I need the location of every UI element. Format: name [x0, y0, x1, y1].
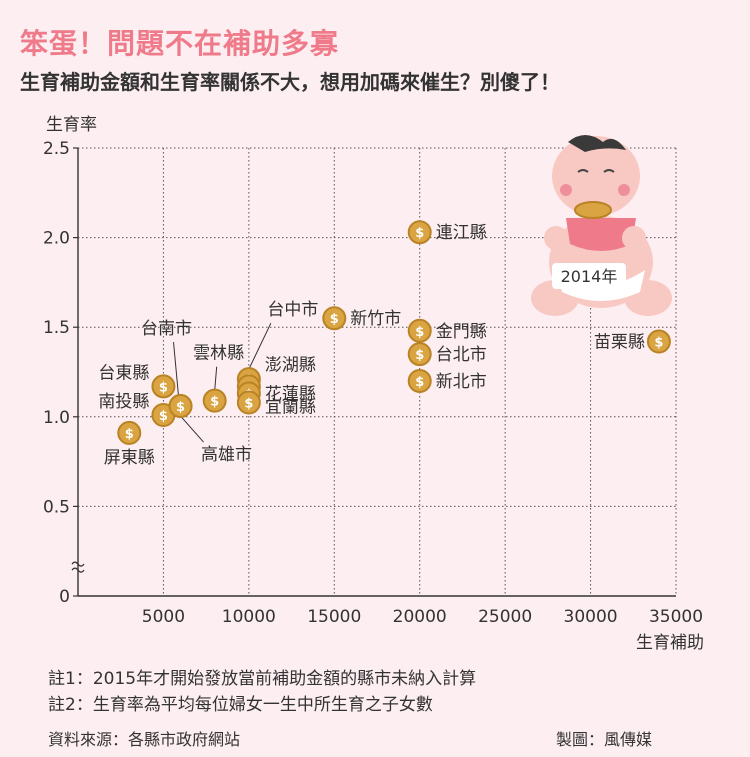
leader-line	[180, 415, 204, 443]
point-label: 新北市	[436, 372, 487, 392]
coin-symbol: $	[415, 348, 424, 363]
data-source: 資料來源：各縣市政府網站	[48, 730, 241, 749]
baby-cheek-right	[618, 184, 630, 196]
chart-credit: 製圖：風傳媒	[556, 730, 653, 749]
point-label: 南投縣	[98, 392, 149, 412]
coin-symbol: $	[159, 380, 168, 395]
baby-hair	[568, 135, 626, 152]
data-points: $$$$$$$$$$$$$$$$	[117, 220, 671, 445]
coin-symbol: $	[210, 395, 219, 410]
point-label: 澎湖縣	[265, 355, 316, 375]
leader-line	[214, 366, 218, 391]
coin-symbol: $	[415, 375, 424, 390]
coin-symbol: $	[176, 400, 185, 415]
coin-symbol: $	[125, 427, 134, 442]
coin-symbol: $	[244, 396, 253, 411]
coin-icon	[168, 394, 193, 419]
coin-icon	[574, 201, 612, 219]
coin-icon	[236, 390, 261, 415]
baby-eye-left	[577, 169, 589, 173]
baby-hand-right	[622, 226, 646, 250]
point-label: 連江縣	[436, 223, 487, 243]
point-label: 台北市	[436, 345, 487, 365]
chart-subtitle: 生育補助金額和生育率關係不大，想用加碼來催生？別傻了！	[20, 70, 560, 94]
baby-eye-right	[603, 169, 615, 173]
point-label: 宜蘭縣	[265, 397, 316, 417]
tick-labels: 0 0.5 1.0 1.5 2.0 2.5 5000 10000 15000 20000 25000…	[43, 139, 703, 627]
x-tick-label: 20000	[393, 607, 447, 627]
year-label: 2014年	[561, 267, 618, 286]
coin-symbol: $	[415, 226, 424, 241]
baby-bib	[566, 218, 636, 251]
x-tick-label: 15000	[307, 607, 361, 627]
y-tick-label: 2.5	[43, 139, 70, 159]
leader-line	[248, 322, 272, 370]
baby-hand-left	[544, 226, 568, 250]
x-tick-label: 5000	[142, 607, 185, 627]
chart-title: 笨蛋！問題不在補助多寡	[20, 27, 340, 60]
x-tick-label: 10000	[222, 607, 276, 627]
coin-symbol: $	[330, 312, 339, 327]
point-label: 屏東縣	[104, 448, 155, 468]
point-label: 台東縣	[98, 363, 149, 383]
coin-icon	[407, 368, 432, 393]
y-tick-label: 1.5	[43, 318, 70, 338]
coin-icon	[407, 342, 432, 367]
baby-illustration: 2014年	[531, 135, 672, 316]
footnote-2: 註2：生育率為平均每位婦女一生中所生育之子女數	[48, 695, 433, 715]
grid-lines	[78, 147, 677, 596]
axis-break	[71, 567, 85, 573]
coin-icon	[646, 329, 671, 354]
year-badge	[552, 263, 626, 289]
y-tick-label: 2.0	[43, 229, 70, 249]
x-axis-label: 生育補助	[636, 633, 704, 653]
coin-icon	[407, 318, 432, 343]
point-label: 高雄市	[201, 445, 252, 465]
point-label: 台中市	[267, 300, 318, 320]
y-axis-label: 生育率	[46, 115, 97, 135]
axis-break	[71, 561, 85, 567]
coin-icon	[151, 374, 176, 399]
coin-symbol: $	[415, 325, 424, 340]
x-tick-label: 25000	[478, 607, 532, 627]
footnote-1: 註1：2015年才開始發放當前補助金額的縣市未納入計算	[48, 669, 477, 689]
coin-icon	[407, 220, 432, 245]
x-tick-label: 30000	[564, 607, 618, 627]
baby-cheek-left	[560, 184, 572, 196]
leader-lines	[173, 322, 272, 443]
coin-icon	[117, 420, 142, 445]
coin-icon	[322, 306, 347, 331]
baby-head	[552, 136, 640, 216]
y-tick-label: 1.0	[43, 408, 70, 428]
point-label: 新竹市	[350, 309, 401, 329]
axes	[71, 147, 676, 597]
coin-symbol: $	[654, 336, 663, 351]
point-label: 台南市	[141, 319, 192, 339]
point-label: 苗栗縣	[594, 333, 645, 353]
y-tick-label: 0.5	[43, 497, 70, 517]
y-tick-label: 0	[59, 587, 70, 607]
leader-line	[173, 342, 180, 397]
coin-icon	[202, 388, 227, 413]
coin-symbol: $	[159, 409, 168, 424]
point-label: 金門縣	[436, 322, 487, 342]
x-tick-label: 35000	[649, 607, 703, 627]
point-label: 花蓮縣	[265, 385, 316, 405]
point-label: 雲林縣	[193, 344, 244, 364]
